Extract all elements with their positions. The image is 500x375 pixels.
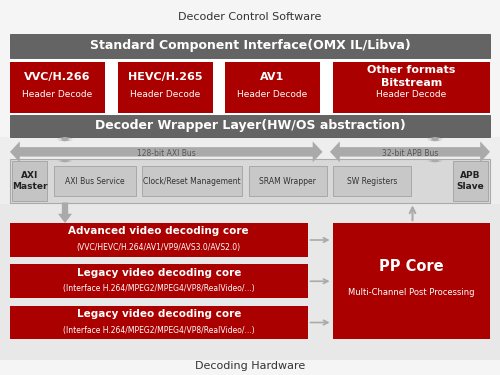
Text: Header Decode: Header Decode [130,90,200,99]
Text: PP Core: PP Core [379,259,444,274]
Text: SW Registers: SW Registers [346,177,397,186]
Polygon shape [427,137,443,141]
Text: 32-bit APB Bus: 32-bit APB Bus [382,149,438,158]
Polygon shape [427,159,443,162]
Text: AXI
Master: AXI Master [12,171,47,191]
Text: Decoding Hardware: Decoding Hardware [195,361,305,370]
Text: AV1: AV1 [260,72,284,82]
Text: AXI Bus Service: AXI Bus Service [65,177,124,186]
Polygon shape [57,137,73,141]
Bar [10,62,105,112]
Text: Other formats
Bitstream: Other formats Bitstream [367,66,456,88]
Text: Legacy video decoding core: Legacy video decoding core [76,309,241,319]
Bar [10,159,490,202]
Text: APB
Slave: APB Slave [456,171,484,191]
Text: SRAM Wrapper: SRAM Wrapper [260,177,316,186]
Bar [10,115,490,137]
Bar [225,62,320,112]
Bar [10,58,490,137]
Bar [332,223,490,339]
Text: Clock/Reset Management: Clock/Reset Management [143,177,241,186]
Bar [10,34,490,58]
Text: (VVC/HEVC/H.264/AV1/VP9/AVS3.0/AVS2.0): (VVC/HEVC/H.264/AV1/VP9/AVS3.0/AVS2.0) [76,243,241,252]
Bar [142,166,242,196]
Bar [10,223,308,257]
Bar [453,161,488,201]
Text: HEVC/H.265: HEVC/H.265 [128,72,202,82]
Text: Header Decode: Header Decode [238,90,308,99]
Text: (Interface H.264/MPEG2/MPEG4/VP8/RealVideo/...): (Interface H.264/MPEG2/MPEG4/VP8/RealVid… [63,284,254,293]
Bar [249,166,326,196]
Bar [118,62,212,112]
Bar [333,166,410,196]
Bar [10,306,308,339]
Polygon shape [330,141,490,162]
Bar [10,264,308,298]
Bar [0,137,500,210]
Text: (Interface H.264/MPEG2/MPEG4/VP8/RealVideo/...): (Interface H.264/MPEG2/MPEG4/VP8/RealVid… [63,326,254,334]
Text: Multi-Channel Post Processing: Multi-Channel Post Processing [348,288,474,297]
Text: Advanced video decoding core: Advanced video decoding core [68,226,249,236]
Bar [12,161,47,201]
Bar [54,166,136,196]
Text: VVC/H.266: VVC/H.266 [24,72,91,82]
Bar [0,204,500,360]
Text: Header Decode: Header Decode [376,90,446,99]
Polygon shape [58,202,72,223]
Bar [332,62,490,112]
Text: Decoder Wrapper Layer(HW/OS abstraction): Decoder Wrapper Layer(HW/OS abstraction) [94,120,406,132]
Text: Decoder Control Software: Decoder Control Software [178,12,322,22]
Polygon shape [57,159,73,162]
Text: Legacy video decoding core: Legacy video decoding core [76,268,241,278]
Text: 128-bit AXI Bus: 128-bit AXI Bus [137,149,196,158]
Text: Header Decode: Header Decode [22,90,92,99]
Polygon shape [10,141,322,162]
Text: Standard Component Interface(OMX IL/Libva): Standard Component Interface(OMX IL/Libv… [90,39,410,53]
